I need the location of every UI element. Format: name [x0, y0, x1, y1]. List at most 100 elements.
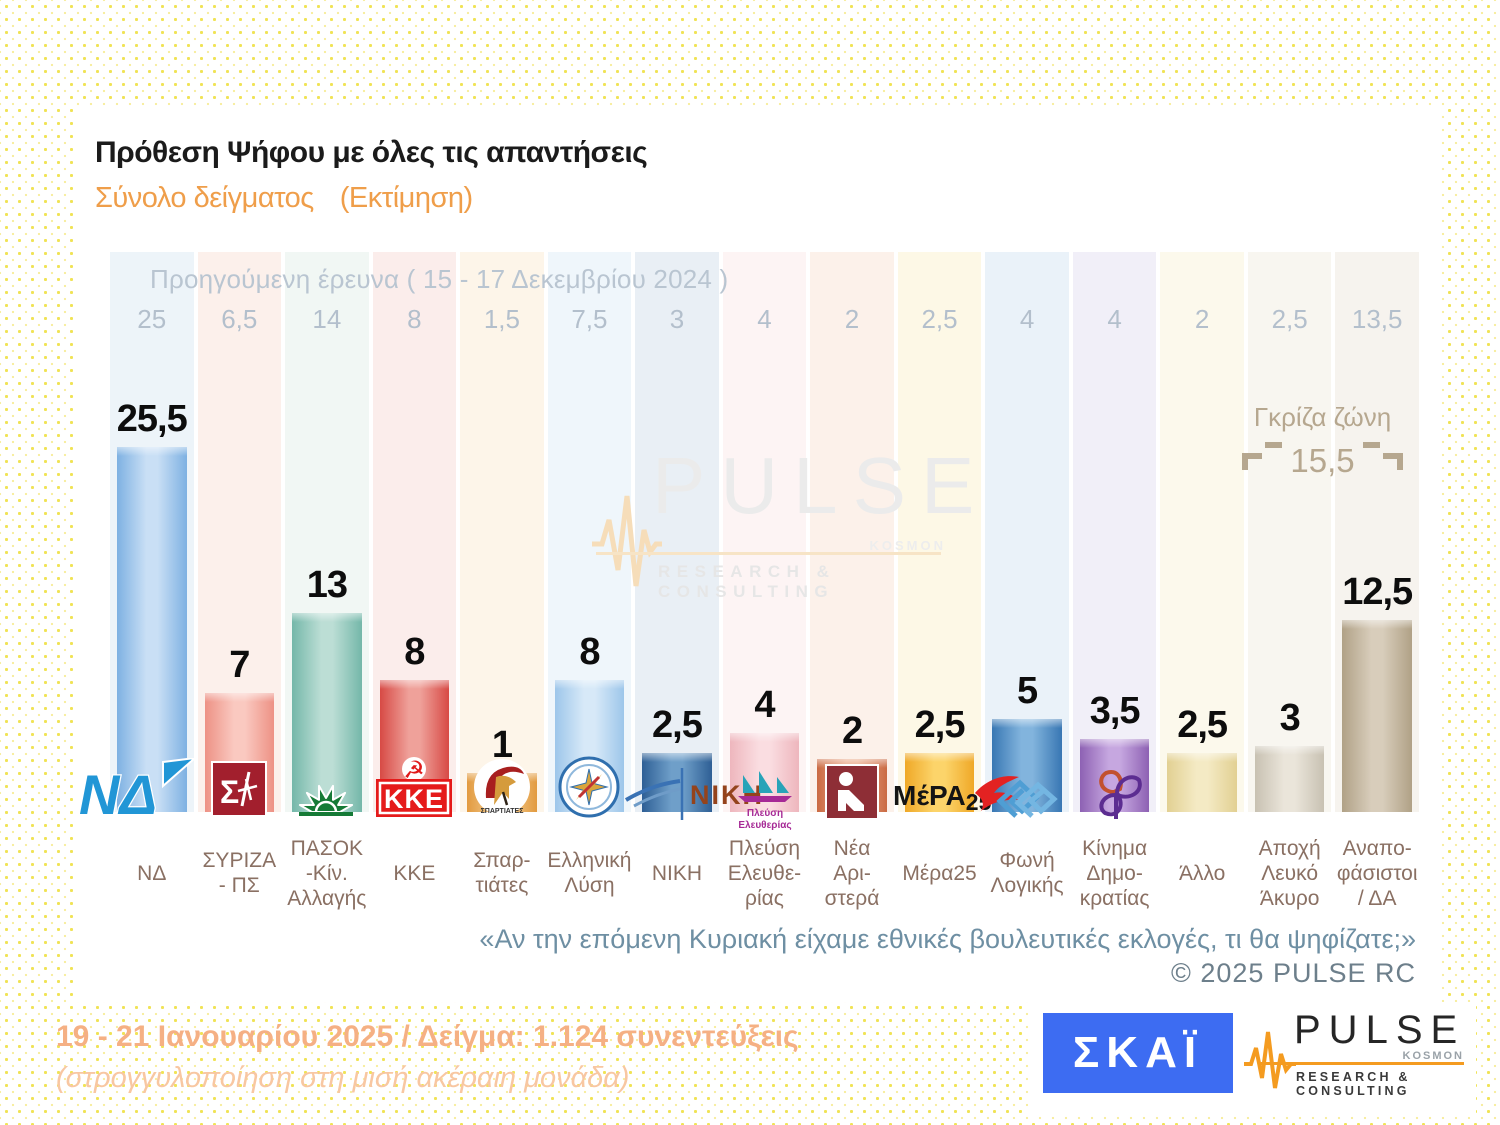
value-label: 2,5	[914, 704, 966, 746]
svg-text:ΚΚΕ: ΚΚΕ	[384, 784, 444, 814]
spartiates-logo-icon: ΣΠΑΡΤΙΑΤΕΣ	[473, 758, 531, 816]
value-label: 3,5	[1089, 690, 1141, 732]
party-column-apochi: 2,5 3 Αποχή Λευκό Άκυρο	[1247, 252, 1332, 910]
value-label: 12,5	[1342, 571, 1413, 613]
value-label: 3	[1279, 697, 1301, 739]
party-label: Φωνή Λογικής	[990, 849, 1064, 897]
party-column-anapofasistoi: 13,5 12,5 Αναπο-φάσιστοι / ΔΑ	[1335, 252, 1419, 910]
survey-question: «Αν την επόμενη Κυριακή είχαμε εθνικές β…	[479, 924, 1416, 954]
party-column-nea-aristera: 2 2 Νέα Αρι-στερά	[810, 252, 894, 910]
anapofasistoi-bar	[1342, 620, 1412, 812]
party-label: Άλλο	[1178, 861, 1226, 885]
previous-value: 7,5	[571, 304, 608, 334]
previous-value: 1,5	[483, 304, 520, 334]
svg-text:Σ: Σ	[220, 774, 239, 810]
value-label: 2,5	[652, 704, 703, 746]
party-label: ΝΙΚΗ	[651, 861, 703, 885]
party-column-nd: 25 25,5 ΝΔ ΝΔ	[78, 252, 198, 885]
page-subtitle: Σύνολο δείγματος (Εκτίμηση)	[95, 182, 473, 215]
kke-logo-icon: ☭ ΚΚΕ	[373, 756, 455, 820]
column-band	[722, 252, 807, 812]
syriza-logo-icon: Σ	[211, 760, 268, 818]
value-label: 7	[229, 644, 250, 686]
previous-value: 4	[1107, 304, 1122, 334]
pulse-wave-icon	[1244, 1031, 1296, 1089]
previous-value: 25	[137, 304, 167, 334]
previous-value: 2	[844, 304, 860, 334]
party-label: Σπαρ-τιάτες	[473, 849, 531, 897]
plefsi-logo-icon: Πλεύση Ελευθερίας	[728, 764, 800, 832]
value-label: 2,5	[1177, 704, 1228, 746]
party-label: Νέα Αρι-στερά	[824, 836, 880, 910]
party-label: ΣΥΡΙΖΑ - ΠΣ	[202, 849, 277, 897]
mera25-bar	[904, 753, 975, 812]
party-label: ΠΑΣΟΚ -Κίν. Αλλαγής	[287, 836, 367, 910]
value-label: 8	[404, 631, 425, 673]
nea-aristera-logo-icon	[825, 764, 880, 820]
party-column-niki: 3 2,5 ΝΙΚΗ ΝΙΚΗ	[624, 252, 762, 885]
party-label: ΝΔ	[137, 861, 167, 885]
party-label: Μέρα25	[902, 861, 977, 885]
previous-value: 14	[312, 304, 342, 334]
value-label: 8	[579, 631, 600, 673]
footer-rounding-note: (στρογγυλοποίηση στη μισή ακέραιη μονάδα…	[56, 1062, 630, 1094]
pulse-logo: PULSE KOSMON RESEARCH & CONSULTING	[1244, 1008, 1464, 1098]
party-column-pasok: 14 13 ΠΑΣΟΚ -Κίν. Αλλαγής	[285, 252, 369, 910]
svg-text:ΜέΡΑ25: ΜέΡΑ25	[893, 780, 992, 815]
previous-value: 8	[407, 304, 422, 334]
value-label: 5	[1017, 670, 1038, 712]
subtitle-sample: Σύνολο δείγματος	[95, 182, 314, 214]
column-band	[1160, 252, 1244, 812]
column-band	[1247, 252, 1332, 812]
party-column-spartiates: 1,5 1 ΣΠΑΡΤΙΑΤΕΣ Σπαρ-τιάτες	[460, 252, 544, 897]
column-band	[460, 252, 544, 812]
value-label: 1	[491, 724, 513, 766]
party-column-syriza: 6,5 7 Σ ΣΥΡΙΖΑ - ΠΣ	[197, 252, 282, 897]
svg-text:ΣΠΑΡΤΙΑΤΕΣ: ΣΠΑΡΤΙΑΤΕΣ	[480, 808, 523, 815]
allo-bar	[1167, 753, 1237, 812]
apochi-bar	[1254, 746, 1325, 812]
party-label: Ελληνική Λύση	[547, 849, 632, 897]
previous-value: 2	[1194, 304, 1210, 334]
previous-value: 2,5	[921, 304, 958, 334]
foni-logikis-logo-icon	[994, 768, 1060, 822]
party-column-plefsi-eleftherias: 4 4 Πλεύση Ελευθερίας Πλεύση Ελευθε-ρίας	[722, 252, 807, 910]
svg-text:Πλεύση: Πλεύση	[747, 808, 783, 819]
value-label: 25,5	[116, 398, 188, 440]
pulse-underline	[1258, 1062, 1464, 1065]
party-column-kinima-dimokratias: 4 3,5 Κίνημα Δημο-κρατίας	[1072, 252, 1157, 910]
mera25-logo-icon: ΜέΡΑ25	[893, 766, 1019, 818]
nd-logo-icon: ΝΔ	[77, 756, 227, 827]
party-label: Κίνημα Δημο-κρατίας	[1079, 836, 1150, 910]
pasok-logo-icon	[289, 760, 365, 818]
party-label: ΚΚΕ	[393, 861, 436, 885]
value-label: 2	[841, 710, 863, 752]
previous-value: 13,5	[1351, 304, 1403, 334]
page-title: Πρόθεση Ψήφου με όλες τις απαντήσεις	[95, 136, 648, 169]
svg-text:Ελευθερίας: Ελευθερίας	[739, 820, 792, 831]
previous-value: 2,5	[1271, 304, 1308, 334]
pasok-bar	[292, 613, 362, 812]
svg-text:ΝΔ: ΝΔ	[79, 763, 157, 820]
pulse-kosmon-label: KOSMON	[1402, 1050, 1464, 1062]
previous-value: 3	[669, 304, 685, 334]
subtitle-note: (Εκτίμηση)	[339, 182, 473, 214]
party-column-mera25: 2,5 2,5 ΜέΡΑ25 Μέρα25	[893, 252, 1019, 885]
previous-value: 4	[1019, 304, 1035, 334]
footer-fieldwork-line: 19 - 21 Ιανουαρίου 2025 / Δείγμα: 1.124 …	[56, 1020, 799, 1053]
party-label: Πλεύση Ελευθε-ρίας	[727, 836, 802, 910]
value-label: 13	[306, 564, 348, 606]
party-column-kke: 8 8 ☭ ΚΚΕ ΚΚΕ	[372, 252, 457, 885]
party-label: Αναπο-φάσιστοι / ΔΑ	[1336, 836, 1418, 910]
value-label: 4	[754, 684, 775, 726]
nd-bar	[117, 447, 187, 812]
previous-value: 6,5	[221, 304, 258, 334]
column-band	[897, 252, 982, 812]
skai-logo: ΣΚΑΪ	[1043, 1013, 1233, 1093]
kinima-dimokratias-logo-icon	[1086, 764, 1144, 822]
column-band	[985, 252, 1069, 812]
copyright: © 2025 PULSE RC	[1170, 958, 1416, 988]
bar-chart: 25 25,5 ΝΔ ΝΔ 6,5 7 Σ ΣΥΡΙΖΑ - ΠΣ 14 13 ΠΑΣΟΚ -Κίν. Α…	[78, 252, 1421, 910]
party-label: Αποχή Λευκό Άκυρο	[1258, 836, 1321, 910]
